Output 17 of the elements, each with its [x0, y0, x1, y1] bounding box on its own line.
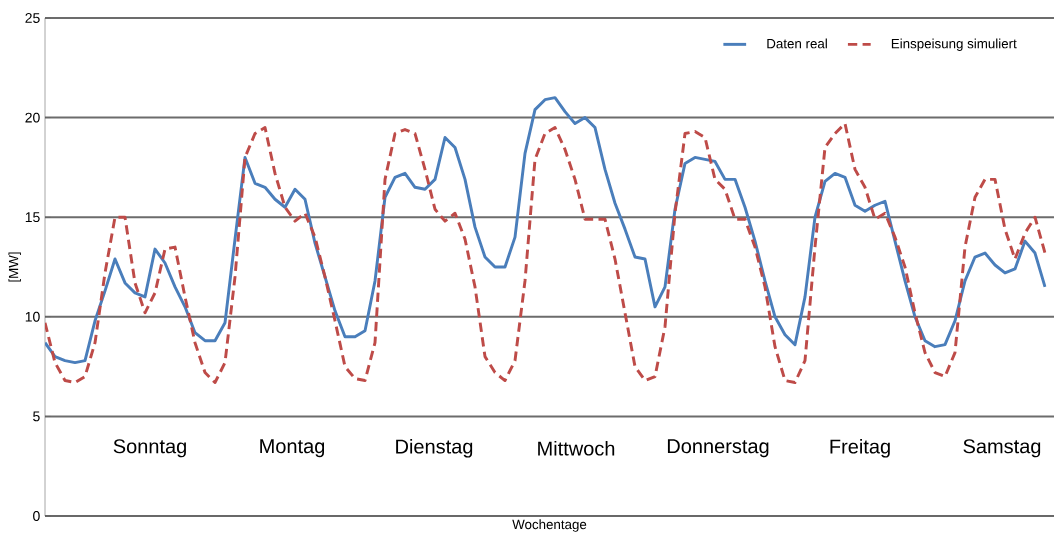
legend-label: Daten real [767, 38, 827, 49]
y-tick-label: 10 [25, 311, 40, 322]
annotation: Dienstag [396, 438, 473, 458]
y-axis-title: [MW] [8, 252, 21, 282]
annotation: Freitag [830, 438, 890, 458]
legend-label: Einspeisung simuliert [891, 38, 1017, 51]
annotation: Sonntag [113, 439, 186, 458]
y-tick-label: 15 [25, 212, 40, 223]
annotation: Mittwoch [538, 440, 615, 456]
annotation: Donnerstag [667, 439, 769, 458]
annotation: Samstag [963, 439, 1041, 458]
y-tick-label: 25 [25, 13, 40, 23]
y-tick-label: 20 [25, 112, 40, 123]
x-axis-title: Wochentage [512, 519, 587, 532]
y-tick-label: 0 [33, 511, 40, 521]
y-tick-label: 5 [33, 411, 40, 422]
annotation: Montag [260, 439, 325, 458]
